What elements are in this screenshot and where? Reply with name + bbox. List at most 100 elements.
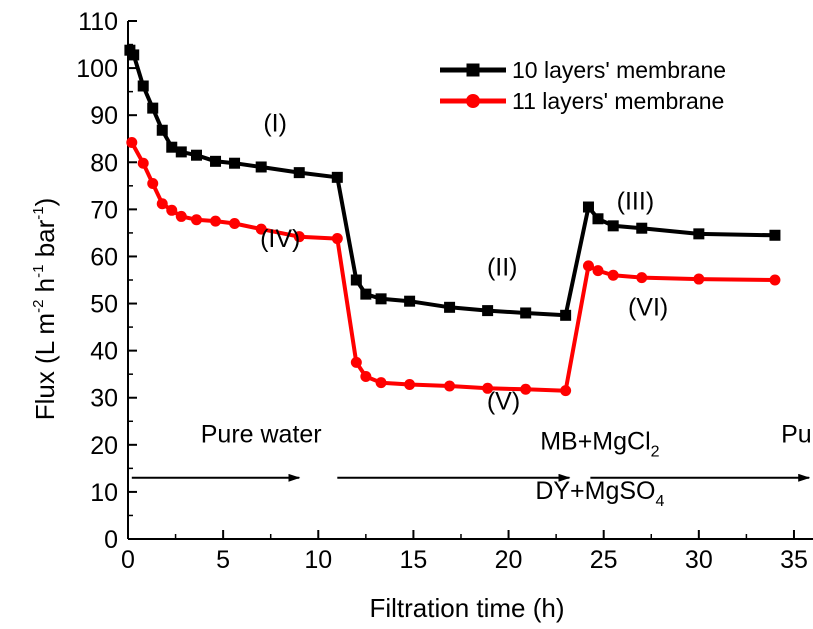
data-point-series-1 <box>128 49 140 61</box>
series-line-2 <box>130 141 775 393</box>
y-tick-label: 110 <box>78 8 118 36</box>
data-point-series-2 <box>175 210 187 222</box>
data-point-series-2 <box>191 214 202 226</box>
legend-label-series-1: 10 layers' membrane <box>512 57 726 83</box>
y-tick-label: 90 <box>90 102 118 130</box>
legend-entry-series-2: 11 layers' membrane <box>440 88 724 114</box>
data-point-series-2 <box>229 217 241 229</box>
legend-entry-series-1: 10 layers' membrane <box>440 57 726 83</box>
data-point-series-1 <box>331 171 343 183</box>
segment-annotation: (III) <box>617 187 655 215</box>
y-axis-title-part: ) <box>30 198 60 207</box>
data-point-series-2 <box>375 377 387 389</box>
y-axis-title-exponent: -1 <box>30 206 47 219</box>
data-point-series-1 <box>137 80 149 92</box>
data-point-series-1 <box>444 301 456 313</box>
phase-label: Pure water <box>781 420 813 448</box>
data-point-series-1 <box>293 167 305 179</box>
x-tick-label: 30 <box>685 546 713 574</box>
data-point-series-2 <box>147 177 159 189</box>
x-tick-label: 0 <box>121 546 135 574</box>
data-point-series-2 <box>166 204 178 216</box>
x-tick-label: 35 <box>780 546 808 574</box>
data-point-series-2 <box>404 379 416 391</box>
data-point-series-2 <box>769 274 781 286</box>
x-tick-label: 20 <box>495 546 523 574</box>
legend: 10 layers' membrane 11 layers' membrane <box>440 57 726 114</box>
data-point-series-2 <box>137 157 149 169</box>
y-axis-title-exponent: -2 <box>30 300 47 313</box>
data-point-series-2 <box>582 260 594 272</box>
y-tick-label: 10 <box>90 479 118 507</box>
phase-label: MB+MgCl2 <box>540 428 659 461</box>
y-tick-label: 30 <box>90 385 118 413</box>
y-axis-title-part: bar <box>30 219 60 264</box>
segment-annotation: (II) <box>487 253 518 281</box>
legend-marker-series-1 <box>466 63 480 77</box>
segment-annotation: (IV) <box>260 225 300 253</box>
data-point-series-1 <box>693 228 705 240</box>
data-point-series-1 <box>191 149 202 161</box>
x-axis-title: Filtration time (h) <box>369 593 564 623</box>
data-point-series-2 <box>444 380 456 392</box>
data-point-series-2 <box>693 273 705 285</box>
data-point-series-2 <box>210 215 222 227</box>
legend-marker-series-2 <box>466 94 480 108</box>
data-point-series-1 <box>156 124 168 136</box>
y-tick-label: 40 <box>90 338 118 366</box>
segment-annotation: (I) <box>263 110 287 138</box>
y-axis-title-exponent: -1 <box>30 265 47 278</box>
data-point-series-1 <box>210 155 222 167</box>
data-point-series-2 <box>331 233 343 245</box>
data-point-series-1 <box>582 201 594 213</box>
y-axis-title-part: Flux (L m <box>30 313 60 420</box>
data-point-series-2 <box>126 136 138 148</box>
y-tick-label: 80 <box>90 149 118 177</box>
data-point-series-1 <box>592 213 604 225</box>
data-point-series-1 <box>607 220 619 232</box>
y-axis-title-part: h <box>30 278 60 300</box>
data-point-series-1 <box>255 161 267 173</box>
y-tick-label: 0 <box>104 526 118 554</box>
data-point-series-2 <box>560 385 572 397</box>
phase-label: Pure water <box>201 420 322 448</box>
y-tick-label: 100 <box>76 55 118 83</box>
segment-annotation: (VI) <box>628 293 668 321</box>
y-tick-label: 20 <box>90 432 118 460</box>
x-tick-label: 15 <box>400 546 428 574</box>
data-point-series-1 <box>375 293 387 305</box>
data-point-series-1 <box>350 274 362 286</box>
legend-label-series-2: 11 layers' membrane <box>512 88 724 114</box>
plot-area: 0 10 20 30 40 50 60 70 80 90 100 110 0 5 10 15 20 25 30 35 P… <box>76 8 813 574</box>
y-axis-title: Flux (L m-2 h-1 bar-1) <box>30 198 60 421</box>
data-point-series-2 <box>360 371 372 383</box>
y-tick-label: 70 <box>90 196 118 224</box>
data-point-series-1 <box>147 102 159 114</box>
data-point-series-1 <box>175 146 187 158</box>
x-tick-label: 5 <box>216 546 230 574</box>
data-point-series-2 <box>293 231 305 243</box>
data-point-series-1 <box>229 157 241 169</box>
data-point-series-2 <box>636 272 648 284</box>
y-tick-label: 50 <box>90 291 118 319</box>
data-point-series-2 <box>607 269 619 281</box>
data-point-series-2 <box>520 383 532 395</box>
data-point-series-1 <box>166 141 178 153</box>
phase-label: DY+MgSO4 <box>535 477 664 510</box>
y-tick-label: 60 <box>90 243 118 271</box>
data-point-series-1 <box>404 295 416 307</box>
data-point-series-2 <box>255 223 267 235</box>
data-point-series-1 <box>482 305 494 317</box>
data-point-series-1 <box>769 229 781 241</box>
data-point-series-2 <box>156 198 168 210</box>
x-tick-label: 25 <box>590 546 618 574</box>
segment-annotation: (V) <box>487 388 520 416</box>
data-point-series-2 <box>592 265 604 277</box>
data-point-series-2 <box>350 356 362 368</box>
data-point-series-1 <box>520 307 532 319</box>
data-point-series-1 <box>360 288 372 300</box>
data-point-series-2 <box>482 382 494 394</box>
x-tick-label: 10 <box>304 546 332 574</box>
data-point-series-1 <box>636 222 648 234</box>
